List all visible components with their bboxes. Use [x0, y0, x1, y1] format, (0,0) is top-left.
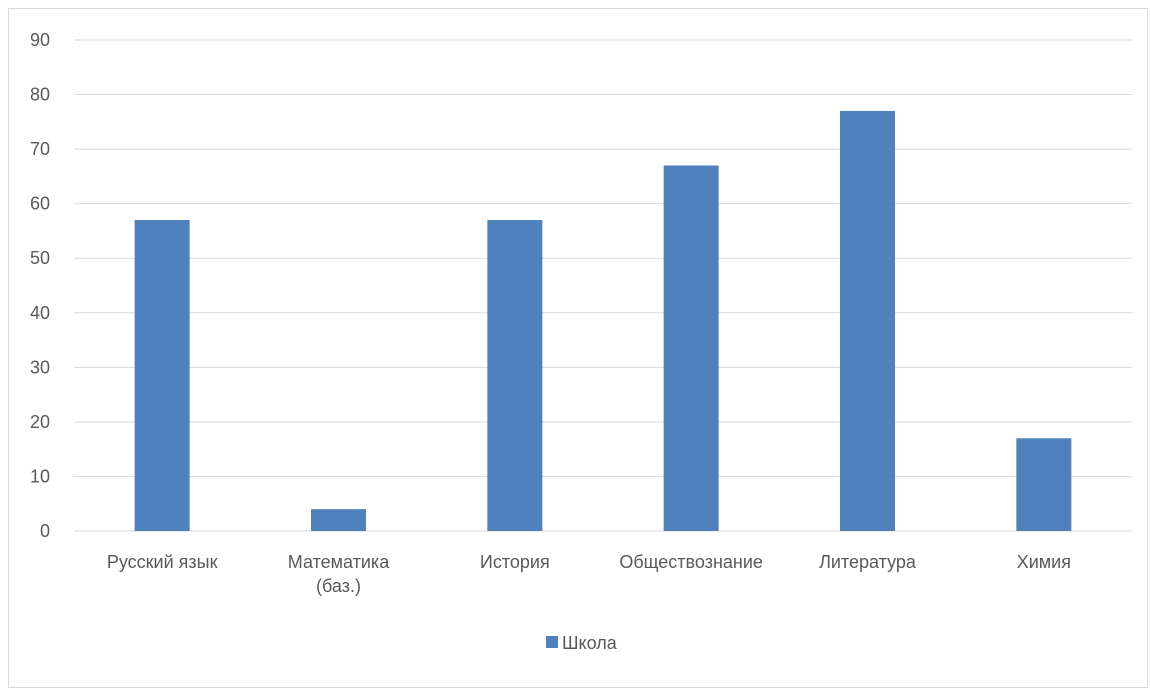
y-tick-label: 10	[30, 466, 50, 486]
bar	[840, 110, 895, 531]
y-tick-label: 30	[30, 357, 50, 377]
chart-frame	[8, 8, 1148, 688]
y-tick-label: 90	[30, 30, 50, 50]
y-tick-label: 40	[30, 303, 50, 323]
y-tick-label: 20	[30, 412, 50, 432]
bar	[487, 220, 543, 532]
x-tick-label: История	[480, 552, 550, 572]
legend: Школа	[546, 633, 618, 653]
bars	[134, 110, 1072, 532]
legend-label: Школа	[562, 633, 618, 653]
x-tick-label: Химия	[1017, 552, 1071, 572]
x-tick-label: Русский язык	[107, 552, 218, 572]
bar	[311, 509, 366, 531]
bar	[1016, 438, 1072, 531]
y-tick-label: 0	[40, 521, 50, 541]
x-tick-label: Математика (баз.)	[288, 552, 390, 596]
bar	[134, 220, 190, 532]
x-axis-tick-labels: Русский язык Математика (баз.) История Общес…	[107, 552, 1071, 596]
y-tick-label: 80	[30, 85, 50, 105]
bar	[663, 165, 719, 531]
gridlines	[74, 39, 1132, 532]
y-axis-tick-labels: 0 10 20 30 40 50 60 70 80 90	[30, 30, 50, 541]
y-tick-label: 60	[30, 194, 50, 214]
x-tick-label: Обществознание	[619, 552, 763, 572]
y-tick-label: 70	[30, 139, 50, 159]
legend-swatch-icon	[546, 636, 558, 648]
y-tick-label: 50	[30, 248, 50, 268]
x-tick-label: Литература	[819, 552, 917, 572]
